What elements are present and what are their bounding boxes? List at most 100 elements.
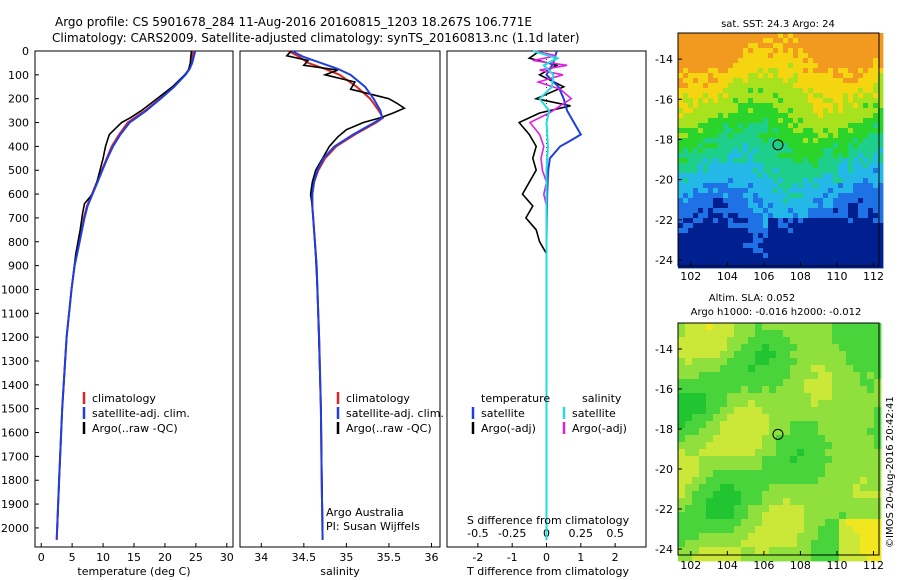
heatmap-cell: [873, 143, 879, 149]
heatmap-cell: [692, 344, 700, 352]
heatmap-cell: [803, 233, 809, 239]
heatmap-cell: [693, 113, 699, 119]
heatmap-cell: [858, 83, 864, 89]
map-lat-tick-label: -22: [655, 214, 673, 227]
temperature-tick-label: 15: [127, 551, 141, 564]
heatmap-cell: [698, 208, 704, 214]
heatmap-cell: [818, 505, 826, 513]
heatmap-cell: [788, 228, 794, 234]
heatmap-cell: [788, 173, 794, 179]
heatmap-cell: [685, 323, 693, 331]
heatmap-cell: [823, 243, 829, 249]
heatmap-cell: [753, 128, 759, 134]
heatmap-cell: [773, 128, 779, 134]
heatmap-cell: [698, 198, 704, 204]
heatmap-cell: [693, 158, 699, 164]
heatmap-cell: [734, 470, 742, 478]
heatmap-cell: [728, 88, 734, 94]
s-difference-tick-label: 0.25: [569, 527, 594, 540]
heatmap-cell: [808, 68, 814, 74]
heatmap-cell: [858, 73, 864, 79]
heatmap-cell: [734, 386, 742, 394]
heatmap-cell: [723, 108, 729, 114]
heatmap-cell: [768, 68, 774, 74]
heatmap-cell: [803, 138, 809, 144]
heatmap-cell: [873, 43, 879, 49]
heatmap-cell: [738, 113, 744, 119]
heatmap-cell: [797, 463, 805, 471]
heatmap-cell: [873, 98, 879, 104]
heatmap-cell: [708, 88, 714, 94]
heatmap-cell: [683, 113, 689, 119]
heatmap-cell: [706, 491, 714, 499]
heatmap-cell: [753, 168, 759, 174]
heatmap-cell: [748, 519, 756, 527]
heatmap-cell: [878, 163, 884, 169]
heatmap-cell: [778, 98, 784, 104]
heatmap-cell: [788, 258, 794, 264]
heatmap-cell: [858, 53, 864, 59]
heatmap-cell: [818, 193, 824, 199]
heatmap-cell: [828, 183, 834, 189]
heatmap-cell: [790, 386, 798, 394]
heatmap-cell: [808, 138, 814, 144]
heatmap-cell: [823, 143, 829, 149]
heatmap-cell: [860, 358, 868, 366]
heatmap-cell: [748, 58, 754, 64]
heatmap-cell: [853, 498, 861, 506]
heatmap-cell: [833, 58, 839, 64]
heatmap-cell: [768, 248, 774, 254]
heatmap-cell: [768, 83, 774, 89]
heatmap-cell: [698, 203, 704, 209]
heatmap-cell: [803, 93, 809, 99]
depth-tick-label: 1000: [1, 283, 29, 296]
heatmap-cell: [723, 113, 729, 119]
heatmap-cell: [798, 113, 804, 119]
heatmap-cell: [863, 178, 869, 184]
heatmap-cell: [813, 128, 819, 134]
heatmap-cell: [748, 463, 756, 471]
heatmap-cell: [762, 547, 770, 555]
heatmap-cell: [708, 33, 714, 39]
heatmap-cell: [853, 108, 859, 114]
heatmap-cell: [853, 143, 859, 149]
heatmap-cell: [723, 218, 729, 224]
heatmap-cell: [803, 118, 809, 124]
heatmap-cell: [723, 53, 729, 59]
heatmap-cell: [713, 138, 719, 144]
heatmap-cell: [858, 208, 864, 214]
heatmap-cell: [853, 258, 859, 264]
heatmap-cell: [713, 98, 719, 104]
heatmap-cell: [683, 223, 689, 229]
heatmap-cell: [706, 421, 714, 429]
heatmap-cell: [718, 203, 724, 209]
heatmap-cell: [768, 208, 774, 214]
heatmap-cell: [874, 554, 882, 562]
heatmap-cell: [733, 238, 739, 244]
heatmap-cell: [727, 519, 735, 527]
heatmap-cell: [718, 233, 724, 239]
heatmap-cell: [683, 158, 689, 164]
heatmap-cell: [683, 48, 689, 54]
heatmap-cell: [741, 379, 749, 387]
heatmap-cell: [793, 93, 799, 99]
heatmap-cell: [678, 238, 684, 244]
heatmap-cell: [693, 33, 699, 39]
heatmap-cell: [698, 78, 704, 84]
heatmap-cell: [853, 253, 859, 259]
heatmap-cell: [703, 108, 709, 114]
heatmap-cell: [860, 351, 868, 359]
heatmap-cell: [823, 58, 829, 64]
heatmap-cell: [738, 48, 744, 54]
heatmap-cell: [728, 138, 734, 144]
salinity-tick-label: 35: [339, 551, 353, 564]
heatmap-cell: [833, 73, 839, 79]
heatmap-cell: [734, 512, 742, 520]
heatmap-cell: [783, 233, 789, 239]
heatmap-cell: [678, 218, 684, 224]
heatmap-cell: [867, 498, 875, 506]
heatmap-cell: [823, 68, 829, 74]
heatmap-cell: [803, 193, 809, 199]
heatmap-cell: [818, 407, 826, 415]
heatmap-cell: [793, 253, 799, 259]
